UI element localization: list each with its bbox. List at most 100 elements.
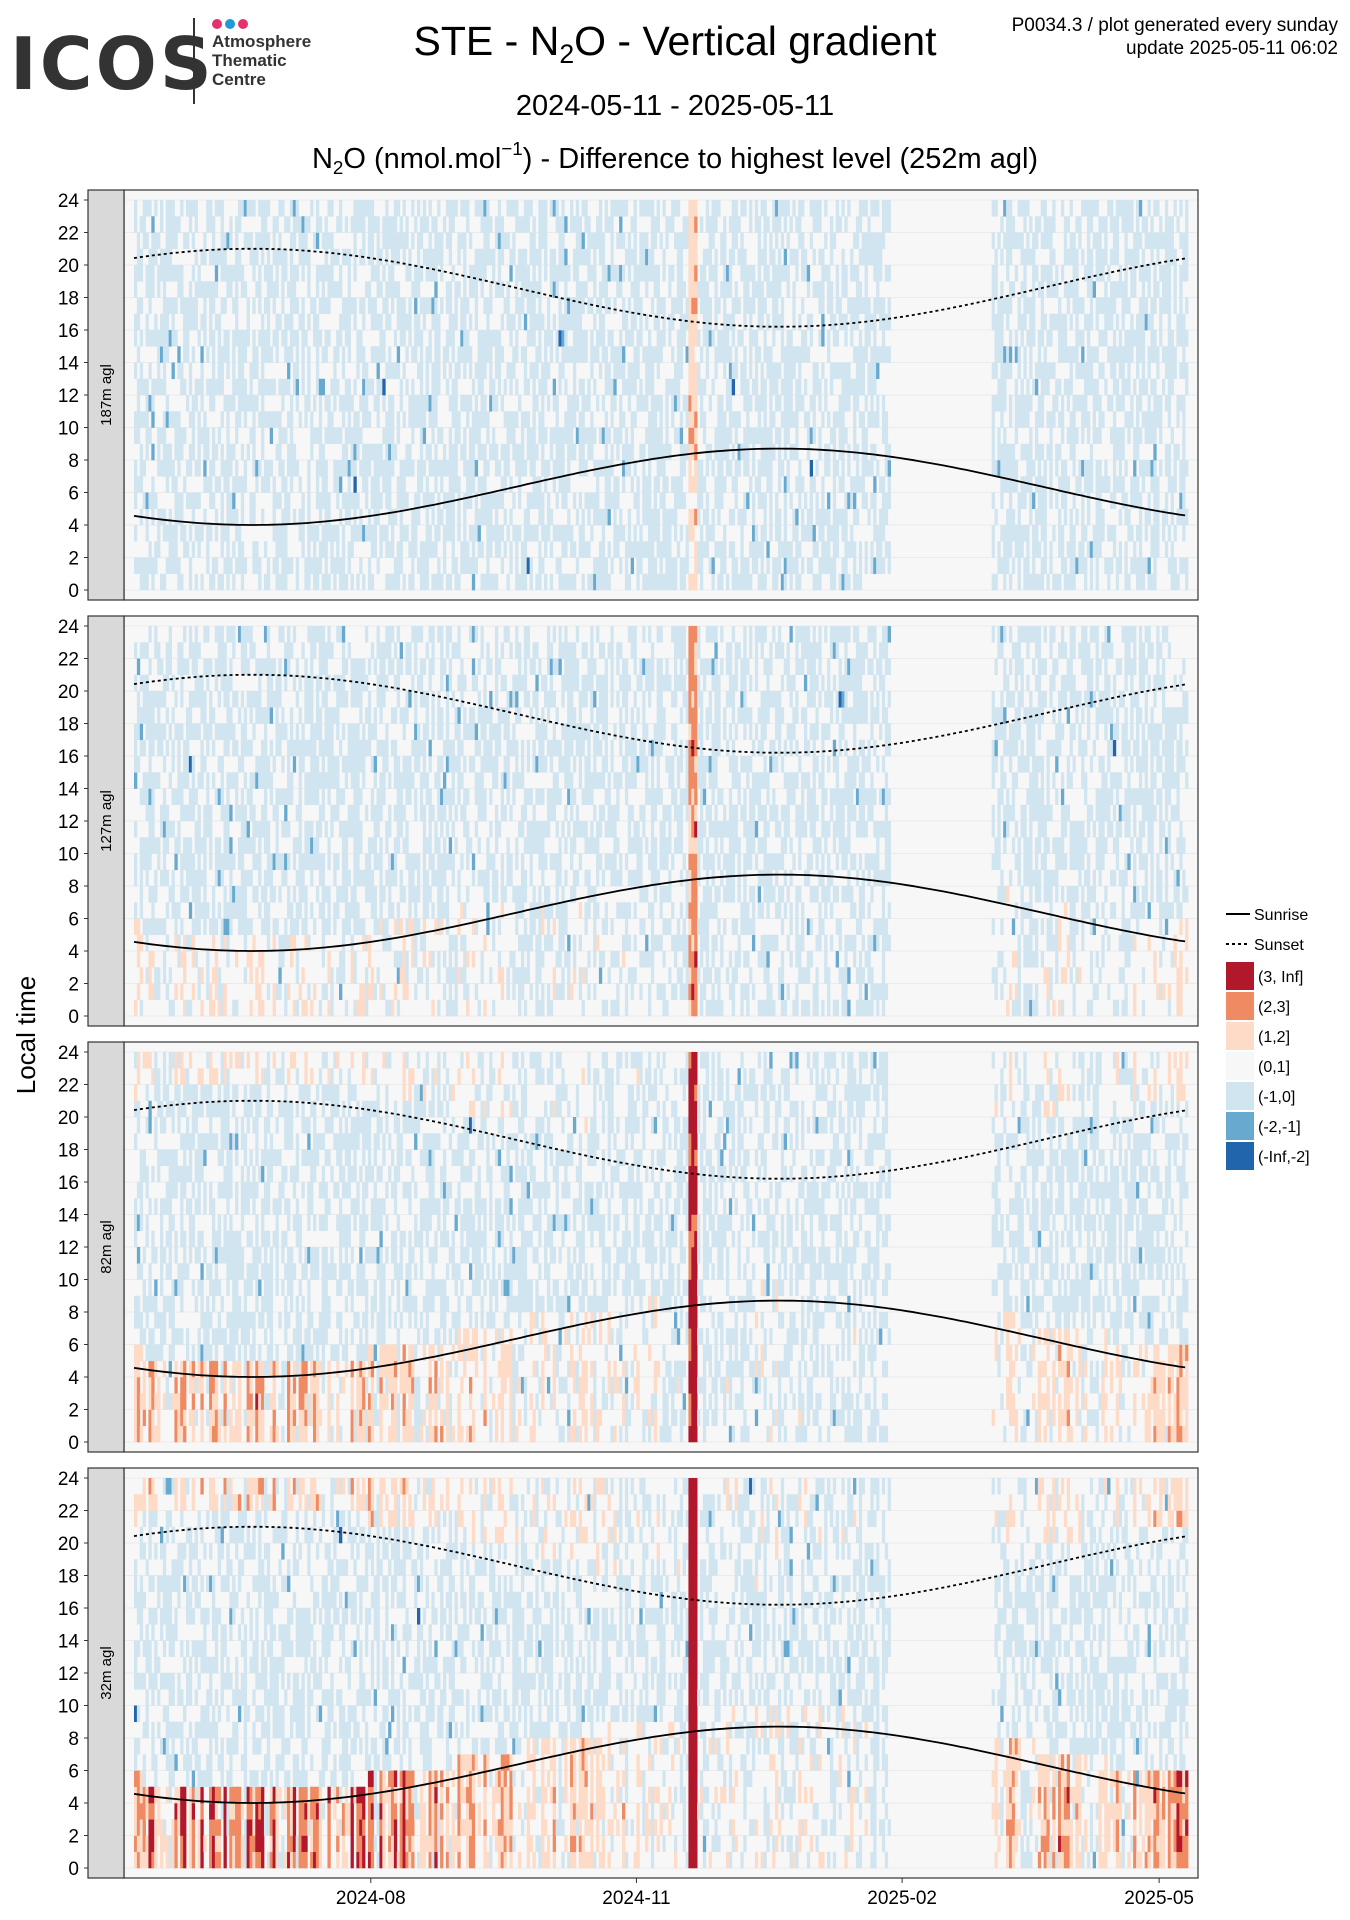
heatmap-cell (217, 723, 222, 741)
heatmap-cell (471, 378, 476, 396)
heatmap-cell (610, 265, 614, 282)
heatmap-cell (780, 330, 785, 347)
heatmap-cell (148, 918, 152, 936)
heatmap-cell (746, 573, 750, 591)
heatmap-cell (180, 918, 184, 936)
heatmap-cell (474, 460, 479, 477)
heatmap-cell (272, 248, 276, 266)
heatmap-cell (884, 492, 889, 510)
heatmap-cell (237, 541, 242, 558)
heatmap-cell (1063, 248, 1068, 266)
heatmap-cell (844, 330, 848, 347)
heatmap-cell (497, 362, 502, 380)
heatmap-cell (728, 411, 733, 428)
heatmap-cell (775, 200, 779, 217)
heatmap-cell (229, 557, 233, 575)
heatmap-cell (699, 573, 704, 591)
heatmap-cell (165, 525, 170, 542)
heatmap-cell (743, 346, 747, 363)
heatmap-cell (881, 557, 886, 575)
heatmap-cell (1081, 492, 1085, 510)
heatmap-cell (1095, 508, 1099, 526)
heatmap-cell (526, 297, 531, 315)
heatmap-cell (694, 508, 698, 526)
heatmap-cell (489, 362, 493, 380)
heatmap-cell (789, 557, 793, 575)
heatmap-cell (451, 395, 455, 412)
heatmap-cell (879, 248, 883, 266)
heatmap-cell (1121, 297, 1125, 315)
heatmap-cell (220, 248, 224, 266)
heatmap-cell (162, 951, 167, 968)
heatmap-cell (789, 395, 793, 412)
heatmap-cell (203, 476, 207, 493)
heatmap-cell (1006, 525, 1010, 542)
heatmap-cell (668, 378, 672, 396)
heatmap-cell (281, 460, 285, 477)
heatmap-cell (223, 723, 227, 741)
heatmap-cell (1150, 330, 1154, 347)
heatmap-cell (858, 297, 863, 315)
heatmap-cell (171, 707, 175, 724)
heatmap-cell (396, 541, 401, 558)
heatmap-cell (448, 573, 453, 591)
heatmap-cell (142, 411, 146, 428)
heatmap-cell (1153, 557, 1157, 575)
heatmap-cell (1034, 411, 1039, 428)
heatmap-cell (284, 313, 288, 331)
heatmap-cell (850, 313, 854, 331)
heatmap-cell (159, 804, 164, 822)
heatmap-cell (1052, 281, 1056, 298)
heatmap-cell (393, 248, 398, 266)
heatmap-cell (584, 248, 588, 266)
heatmap-cell (1040, 232, 1045, 250)
heatmap-cell (174, 525, 178, 542)
heatmap-cell (185, 492, 190, 510)
heatmap-cell (194, 918, 198, 936)
heatmap-cell (168, 248, 172, 266)
heatmap-cell (743, 362, 747, 380)
heatmap-cell (688, 330, 692, 347)
heatmap-cell (541, 395, 545, 412)
heatmap-cell (428, 297, 432, 315)
heatmap-cell (699, 492, 704, 510)
heatmap-cell (870, 248, 874, 266)
heatmap-cell (636, 297, 640, 315)
heatmap-cell (844, 525, 848, 542)
heatmap-cell (391, 525, 395, 542)
heatmap-cell (148, 658, 152, 676)
heatmap-cell (1127, 297, 1131, 315)
y-tick-label: 4 (68, 516, 79, 537)
heatmap-cell (171, 756, 175, 773)
heatmap-cell (1006, 443, 1010, 461)
heatmap-cell (428, 541, 432, 558)
heatmap-cell (873, 525, 877, 542)
heatmap-cell (827, 281, 831, 298)
heatmap-cell (884, 427, 889, 445)
heatmap-cell (1043, 200, 1047, 217)
heatmap-cell (720, 411, 724, 428)
heatmap-cell (743, 427, 747, 445)
heatmap-cell (780, 297, 785, 315)
heatmap-cell (515, 525, 519, 542)
heatmap-cell (1185, 460, 1189, 477)
heatmap-cell (789, 411, 793, 428)
heatmap-cell (642, 492, 646, 510)
heatmap-cell (792, 313, 796, 331)
heatmap-cell (783, 476, 788, 493)
heatmap-cell (867, 362, 871, 380)
heatmap-cell (1069, 525, 1073, 542)
heatmap-cell (162, 723, 167, 741)
heatmap-cell (544, 541, 548, 558)
heatmap-cell (139, 886, 144, 903)
heatmap-cell (136, 951, 141, 968)
heatmap-cell (645, 508, 649, 526)
heatmap-cell (702, 411, 707, 428)
heatmap-cell (376, 346, 380, 363)
heatmap-cell (1182, 427, 1186, 445)
heatmap-cell (994, 265, 998, 282)
heatmap-cell (769, 492, 773, 510)
heatmap-cell (188, 756, 193, 773)
heatmap-cell (1156, 541, 1160, 558)
heatmap-cell (526, 492, 531, 510)
